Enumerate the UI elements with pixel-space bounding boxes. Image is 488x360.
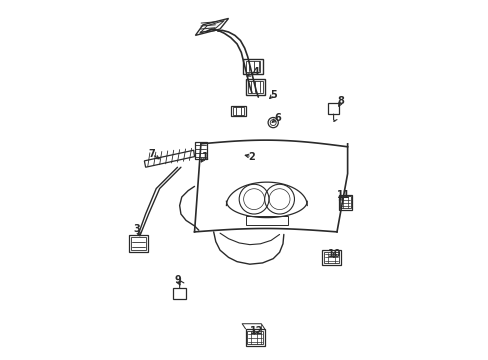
Text: 4: 4 <box>252 67 259 77</box>
Text: 1: 1 <box>202 152 208 162</box>
Text: 3: 3 <box>134 224 140 234</box>
Text: 7: 7 <box>148 149 155 159</box>
Text: 11: 11 <box>336 190 349 200</box>
Text: 5: 5 <box>269 90 276 100</box>
Text: 2: 2 <box>248 152 255 162</box>
Polygon shape <box>199 21 224 33</box>
Text: 9: 9 <box>174 275 181 285</box>
Text: 6: 6 <box>273 113 280 123</box>
Text: 10: 10 <box>327 249 341 260</box>
Text: 12: 12 <box>249 326 263 336</box>
Text: 8: 8 <box>337 96 344 106</box>
